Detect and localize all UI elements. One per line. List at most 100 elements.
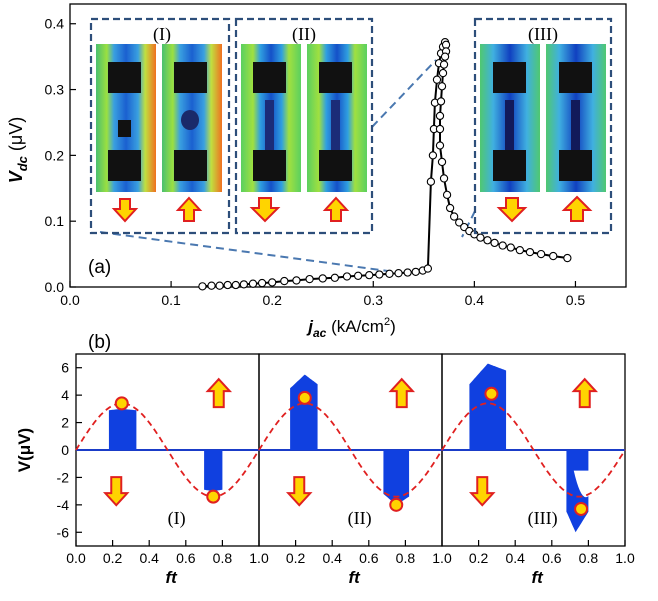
inset-III-down-arrow-icon xyxy=(496,197,528,223)
y-tick-label: -2 xyxy=(57,469,70,485)
panel-b: (b) 6 4 2 0 -2 -4 -6 0.0 0.2 0.4 0.6 0.8 1.0 (I) ft 0… xyxy=(15,332,635,587)
panel-a-x-axis-title: jac (kA/cm2) xyxy=(306,316,396,340)
x-tick-label: 0.2 xyxy=(469,550,489,566)
negative-voltage-oscillation xyxy=(204,450,223,492)
vdc-data-point xyxy=(292,276,301,285)
vdc-data-point xyxy=(330,273,340,282)
vdc-data-point xyxy=(438,68,448,78)
drive-current-sine xyxy=(75,402,260,498)
vdc-data-point xyxy=(268,278,277,287)
x-tick-label: 1.0 xyxy=(249,550,269,566)
vdc-data-point xyxy=(198,282,207,291)
panel-a: 0.0 0.1 0.2 0.3 0.4 0.0 0.1 0.2 0.3 0.4 0.5 (I) xyxy=(6,3,627,340)
vdc-data-point xyxy=(207,281,216,290)
vdc-data-point xyxy=(498,241,507,250)
vdc-data-point xyxy=(375,270,384,279)
vdc-data-point xyxy=(440,52,450,61)
vdc-data-point xyxy=(257,278,267,288)
drive-current-sine xyxy=(258,402,443,498)
x-tick-label: 0.5 xyxy=(566,292,586,308)
current-down-arrow-icon xyxy=(102,476,130,507)
vdc-data-point xyxy=(353,271,363,280)
vdc-data-point xyxy=(437,157,447,167)
vdc-data-point xyxy=(248,279,258,288)
inset-II-down-arrow-icon xyxy=(249,197,281,223)
x-tick-label: 0.8 xyxy=(579,550,599,566)
vdc-data-point xyxy=(536,249,546,259)
x-axis-title: ft xyxy=(165,568,178,587)
vdc-data-point xyxy=(525,247,535,257)
vdc-data-point xyxy=(483,236,492,245)
x-tick-label: 0.4 xyxy=(465,292,485,308)
y-tick-label: 6 xyxy=(61,360,69,376)
panel-b-y-axis-title: V(μV) xyxy=(15,428,34,472)
vdc-data-point xyxy=(215,281,224,290)
x-tick-label: 0.3 xyxy=(364,292,384,308)
drive-current-sine xyxy=(441,402,626,498)
vdc-data-point xyxy=(490,238,499,248)
vdc-data-point xyxy=(305,274,314,284)
vdc-data-point xyxy=(449,212,459,221)
y-tick-label: 0.2 xyxy=(45,147,65,163)
panel-b-sub-I: 0.0 0.2 0.4 0.6 0.8 1.0 (I) ft xyxy=(66,377,269,587)
vdc-data-point xyxy=(439,174,449,183)
inset-I-map-right xyxy=(162,44,222,192)
x-tick-label: 0.4 xyxy=(139,550,159,566)
vdc-data-point xyxy=(436,97,446,106)
inset-II-up-arrow-icon xyxy=(322,196,350,222)
x-tick-label: 0.4 xyxy=(322,550,342,566)
vdc-data-point xyxy=(549,251,558,261)
x-tick-label: 0.2 xyxy=(262,292,282,308)
y-tick-label: 2 xyxy=(61,415,69,431)
sample-point-marker xyxy=(114,396,129,411)
vdc-data-point xyxy=(394,269,403,278)
vdc-data-point xyxy=(403,268,412,277)
vdc-data-point xyxy=(432,75,442,84)
inset-I-label: (I) xyxy=(153,24,171,45)
current-up-arrow-icon xyxy=(388,377,416,409)
x-tick-label: 0.6 xyxy=(176,550,196,566)
vdc-data-point xyxy=(506,243,515,252)
x-tick-label: 0.6 xyxy=(359,550,379,566)
inset-I-map-left xyxy=(96,44,156,192)
panel-a-label: (a) xyxy=(88,257,111,278)
y-tick-label: 0 xyxy=(61,442,69,458)
inset-I-zoom-line xyxy=(99,231,396,273)
inset-III: (III) xyxy=(473,17,613,235)
vdc-data-point xyxy=(280,276,289,286)
sample-point-marker xyxy=(574,501,589,516)
vdc-data-point xyxy=(435,141,445,150)
subpanel-label: (II) xyxy=(348,508,372,529)
inset-II-label: (II) xyxy=(292,24,316,45)
vdc-data-point xyxy=(385,269,394,278)
inset-I: (I) xyxy=(89,17,231,235)
inset-III-map-left xyxy=(480,44,540,192)
vdc-data-point xyxy=(455,218,464,227)
inset-III-up-arrow-icon xyxy=(561,195,593,222)
inset-I-down-arrow-icon xyxy=(111,198,139,223)
y-tick-label: -4 xyxy=(57,497,70,513)
panel-b-sub-II: 0.2 0.4 0.6 0.8 1.0 (II) ft xyxy=(258,374,452,587)
panel-b-label: (b) xyxy=(88,332,111,353)
positive-voltage-oscillation xyxy=(290,374,318,450)
subpanel-label: (I) xyxy=(168,508,186,529)
vdc-data-point xyxy=(439,60,449,69)
vdc-data-point xyxy=(563,253,572,263)
x-tick-label: 0.1 xyxy=(161,292,181,308)
vdc-data-point xyxy=(318,274,327,283)
vdc-curve xyxy=(198,38,572,291)
inset-II-map-left xyxy=(241,44,301,192)
vdc-data-point xyxy=(239,280,249,289)
x-tick-label: 0.2 xyxy=(286,550,306,566)
current-down-arrow-icon xyxy=(468,476,496,507)
x-tick-label: 0.6 xyxy=(542,550,562,566)
panel-a-plot-frame xyxy=(69,3,627,288)
x-tick-label: 0.0 xyxy=(60,292,80,308)
panel-a-x-ticks: 0.0 0.1 0.2 0.3 0.4 0.5 xyxy=(60,281,585,308)
inset-II: (II) xyxy=(234,17,374,235)
sample-point-marker xyxy=(297,390,312,405)
vdc-data-point xyxy=(365,271,374,280)
sample-point-marker xyxy=(484,386,499,401)
panel-b-y-ticks: 6 4 2 0 -2 -4 -6 xyxy=(57,360,82,540)
